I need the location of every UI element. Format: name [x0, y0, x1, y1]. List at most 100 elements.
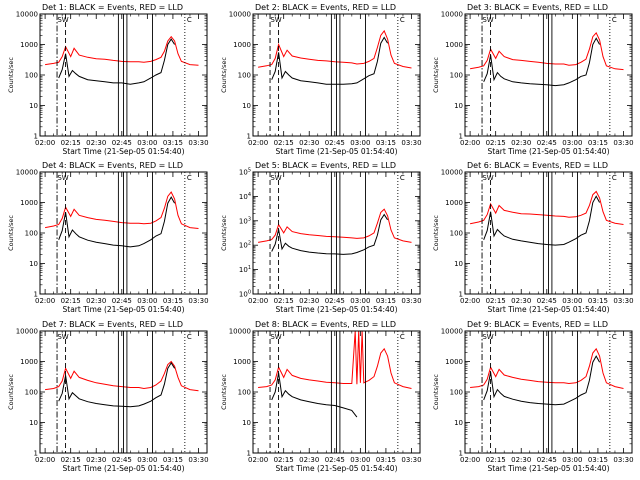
- y-axis-label: Counts/sec: [7, 215, 15, 251]
- events-series-line: [483, 355, 601, 406]
- plot-frame: [39, 330, 208, 454]
- y-axis-label: Counts/sec: [432, 374, 440, 410]
- y-tick-label: 1: [459, 133, 463, 141]
- x-tick-label: 03:15: [163, 139, 183, 147]
- x-tick-label: 03:00: [350, 456, 370, 464]
- x-tick-label: 02:15: [486, 456, 506, 464]
- chart-title: Det 7: BLACK = Events, RED = LLD: [42, 320, 183, 329]
- lld-series-line: [469, 190, 624, 225]
- marker-label-sw: SW: [270, 333, 281, 341]
- x-tick-label: 03:15: [588, 297, 608, 305]
- x-tick-label: 03:00: [562, 139, 582, 147]
- y-tick-label: 10: [242, 102, 251, 110]
- lld-series-line: [45, 35, 199, 66]
- x-tick-label: 02:45: [325, 139, 345, 147]
- x-tick-label: 03:30: [188, 297, 208, 305]
- y-tick-label: 1: [459, 291, 463, 299]
- x-tick-label: 02:00: [248, 139, 268, 147]
- y-axis-label: Counts/sec: [432, 215, 440, 251]
- x-axis-label: Start Time (21-Sep-05 01:54:40): [488, 305, 610, 314]
- x-tick-label: 02:15: [486, 139, 506, 147]
- chart-title: Det 2: BLACK = Events, RED = LLD: [255, 3, 396, 12]
- y-tick-label: 10: [454, 102, 463, 110]
- x-tick-label: 02:15: [274, 139, 294, 147]
- plot-frame: [464, 13, 633, 137]
- chart-title: Det 1: BLACK = Events, RED = LLD: [42, 3, 183, 12]
- lld-series-line: [45, 191, 199, 229]
- y-tick-label: 100: [25, 389, 38, 397]
- x-tick-label: 03:30: [401, 297, 421, 305]
- x-axis-label: Start Time (21-Sep-05 01:54:40): [276, 464, 398, 473]
- y-tick-label: 10: [29, 260, 38, 268]
- x-tick-label: 02:45: [537, 456, 557, 464]
- plot-frame: [464, 330, 633, 454]
- lld-series-line: [258, 208, 412, 243]
- y-tick-label: 101: [239, 265, 251, 274]
- y-tick-label: 1: [247, 133, 251, 141]
- x-tick-label: 02:00: [460, 297, 480, 305]
- plot-frame: [252, 171, 421, 295]
- x-tick-label: 03:00: [562, 456, 582, 464]
- y-tick-label: 104: [239, 192, 251, 201]
- chart-title: Det 3: BLACK = Events, RED = LLD: [467, 3, 608, 12]
- x-tick-label: 03:00: [350, 139, 370, 147]
- x-tick-label: 03:15: [163, 297, 183, 305]
- y-axis-label: Counts/sec: [7, 374, 15, 410]
- events-series-line: [58, 196, 176, 248]
- x-tick-label: 02:45: [112, 456, 132, 464]
- marker-label-c: C: [400, 16, 405, 24]
- y-tick-label: 10: [454, 419, 463, 427]
- y-axis-label: Counts/sec: [7, 57, 15, 93]
- x-tick-label: 03:30: [401, 456, 421, 464]
- plot-frame: [252, 13, 421, 137]
- x-tick-label: 03:00: [137, 297, 157, 305]
- y-tick-label: 10: [242, 419, 251, 427]
- y-tick-label: 10000: [16, 11, 38, 19]
- events-series-line: [483, 195, 601, 246]
- x-tick-label: 02:00: [248, 297, 268, 305]
- chart-panel: Det 5: BLACK = Events, RED = LLD 100 101 10…: [220, 161, 422, 314]
- lld-series-line: [45, 360, 199, 392]
- y-tick-label: 1000: [233, 358, 251, 366]
- x-tick-label: 03:30: [188, 456, 208, 464]
- y-tick-label: 1000: [20, 358, 38, 366]
- y-tick-label: 100: [450, 230, 463, 238]
- x-tick-label: 02:30: [511, 297, 531, 305]
- y-tick-label: 100: [239, 290, 251, 299]
- x-tick-label: 02:00: [35, 139, 55, 147]
- y-tick-label: 10: [29, 102, 38, 110]
- chart-panel: Det 8: BLACK = Events, RED = LLD 1 10 100 10…: [220, 320, 422, 473]
- x-axis-label: Start Time (21-Sep-05 01:54:40): [63, 147, 185, 156]
- y-tick-label: 1000: [445, 358, 463, 366]
- y-tick-label: 1000: [20, 199, 38, 207]
- y-tick-label: 10000: [16, 328, 38, 336]
- x-axis-label: Start Time (21-Sep-05 01:54:40): [488, 464, 610, 473]
- x-tick-label: 03:00: [350, 297, 370, 305]
- y-tick-label: 10000: [441, 11, 463, 19]
- x-tick-label: 02:30: [299, 139, 319, 147]
- marker-label-sw: SW: [270, 174, 281, 182]
- y-axis-label: Counts/sec: [220, 215, 228, 251]
- y-tick-label: 100: [25, 72, 38, 80]
- x-tick-label: 03:00: [562, 297, 582, 305]
- x-tick-label: 03:15: [376, 297, 396, 305]
- chart-panel: Det 4: BLACK = Events, RED = LLD 1 10 100 10…: [7, 161, 209, 314]
- y-tick-label: 1: [34, 133, 38, 141]
- marker-label-sw: SW: [57, 333, 68, 341]
- y-tick-label: 10000: [441, 169, 463, 177]
- x-tick-label: 02:45: [537, 297, 557, 305]
- x-tick-label: 03:15: [163, 456, 183, 464]
- y-axis-label: Counts/sec: [220, 57, 228, 93]
- x-axis-label: Start Time (21-Sep-05 01:54:40): [63, 464, 185, 473]
- events-series-line: [58, 38, 176, 85]
- y-tick-label: 1: [34, 291, 38, 299]
- marker-label-c: C: [400, 174, 405, 182]
- x-axis-label: Start Time (21-Sep-05 01:54:40): [276, 305, 398, 314]
- y-tick-label: 100: [238, 389, 251, 397]
- plot-frame: [464, 171, 633, 295]
- y-tick-label: 1000: [445, 41, 463, 49]
- events-series-line: [58, 361, 176, 408]
- y-tick-label: 1000: [233, 41, 251, 49]
- y-tick-label: 103: [239, 216, 251, 225]
